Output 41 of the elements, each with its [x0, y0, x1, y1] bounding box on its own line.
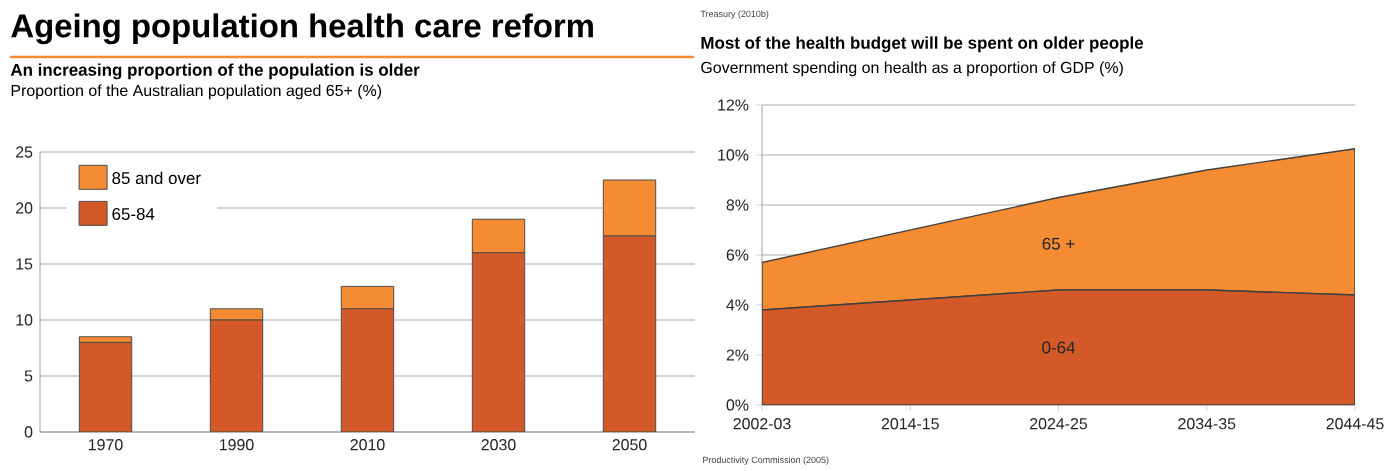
x-tick-label: 2050 — [612, 439, 647, 451]
bar — [78, 341, 133, 432]
bar — [209, 319, 264, 432]
x-tick-label: 1990 — [219, 439, 254, 451]
y-axis-title: Government spending on health as a proportion of GDP (%) — [701, 61, 1123, 77]
y-tick-label: 20 — [16, 202, 33, 214]
y-tick-label: 4% — [726, 299, 749, 311]
x-tick-label: 2034-35 — [1178, 418, 1236, 430]
y-tick-label: 15 — [16, 258, 33, 270]
x-tick-label: 1970 — [88, 439, 123, 451]
y-tick-label: 25 — [16, 146, 33, 158]
chart-subtitle: An increasing proportion of the population is older — [10, 63, 420, 80]
y-tick-label: 12% — [718, 99, 749, 111]
x-tick-label: 2044-45 — [1326, 418, 1384, 430]
bar — [471, 252, 526, 432]
series-label: 65 + — [1042, 237, 1075, 250]
legend-label: 85 and over — [112, 171, 201, 185]
x-tick-label: 2002-03 — [733, 418, 791, 430]
chart-title: Ageing population health care reform — [11, 13, 593, 45]
x-tick-label: 2030 — [481, 439, 516, 451]
x-tick-label: 2024-25 — [1030, 418, 1088, 430]
chart-title: Most of the health budget will be spent on older people — [701, 36, 1144, 53]
x-tick-label: 2014-15 — [881, 418, 939, 430]
y-tick-label: 10 — [16, 314, 33, 326]
text: Productivity Commission (2005) — [703, 456, 829, 465]
y-tick-label: 2% — [726, 349, 749, 361]
bar — [602, 235, 657, 432]
x-tick-label: 2010 — [350, 439, 385, 451]
y-tick-label: 8% — [726, 199, 749, 211]
series-label: 0-64 — [1042, 341, 1075, 354]
y-tick-label: 6% — [726, 249, 749, 261]
y-axis-title: Proportion of the Australian population aged 65+ (%) — [11, 84, 382, 100]
y-tick-label: 0 — [24, 426, 33, 438]
y-tick-label: 10% — [718, 149, 749, 161]
bar — [340, 308, 395, 432]
bar — [209, 308, 264, 321]
y-tick-label: 5 — [24, 370, 33, 382]
legend-label: 65-84 — [112, 208, 155, 220]
y-tick-label: 0% — [726, 399, 749, 411]
bar — [340, 285, 395, 310]
text: Treasury (2010b) — [700, 10, 769, 19]
